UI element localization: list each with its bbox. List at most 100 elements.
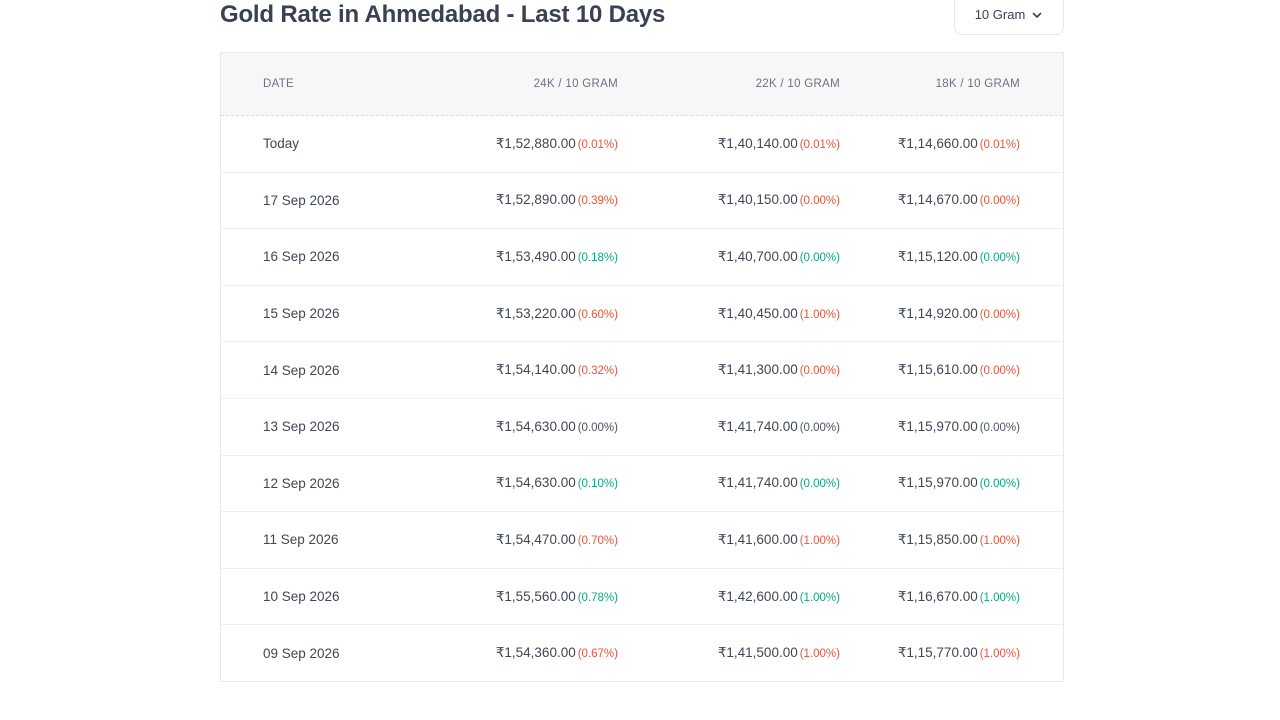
rate-22k-price: ₹1,41,500.00 bbox=[717, 645, 798, 661]
row-date: 14 Sep 2026 bbox=[263, 362, 340, 378]
table-header: DATE 24K / 10 GRAM 22K / 10 GRAM 18K / 1… bbox=[221, 53, 1063, 116]
rate-24k-change: (0.60%) bbox=[577, 308, 618, 321]
rate-22k-change: (1.00%) bbox=[799, 308, 840, 321]
rate-22k-price: ₹1,41,300.00 bbox=[717, 362, 798, 378]
rate-22k-price: ₹1,41,740.00 bbox=[717, 418, 798, 434]
rate-24k-change: (0.70%) bbox=[577, 534, 618, 547]
rate-18k-price: ₹1,15,850.00 bbox=[897, 531, 978, 547]
rate-18k-change: (0.00%) bbox=[979, 478, 1020, 491]
rate-24k-change: (0.39%) bbox=[577, 195, 618, 208]
row-date: 12 Sep 2026 bbox=[263, 475, 340, 491]
rate-24k-price: ₹1,55,560.00 bbox=[495, 588, 576, 604]
rate-18k-price: ₹1,14,660.00 bbox=[897, 135, 978, 151]
rate-24k-price: ₹1,52,890.00 bbox=[495, 192, 576, 208]
section-header: Gold Rate in Ahmedabad - Last 10 Days 10… bbox=[220, 0, 1064, 52]
rate-22k-price: ₹1,41,600.00 bbox=[717, 531, 798, 547]
row-date: 09 Sep 2026 bbox=[263, 645, 340, 661]
rate-22k-cell: ₹1,40,450.00 (1.00%) bbox=[618, 306, 840, 322]
rate-24k-change: (0.10%) bbox=[577, 478, 618, 491]
rate-18k-price: ₹1,15,970.00 bbox=[897, 418, 978, 434]
rate-18k-cell: ₹1,14,920.00 (0.00%) bbox=[840, 306, 1020, 322]
rate-18k-cell: ₹1,15,610.00 (0.00%) bbox=[840, 362, 1020, 378]
rate-22k-price: ₹1,42,600.00 bbox=[717, 588, 798, 604]
table-body: Today ₹1,52,880.00 (0.01%) ₹1,40,140.00 (0.0… bbox=[221, 116, 1063, 681]
rate-22k-change: (0.00%) bbox=[799, 478, 840, 491]
rate-22k-cell: ₹1,41,740.00 (0.00%) bbox=[618, 475, 840, 491]
rate-24k-price: ₹1,53,220.00 bbox=[495, 305, 576, 321]
rate-18k-change: (0.01%) bbox=[979, 138, 1020, 151]
rate-22k-cell: ₹1,40,700.00 (0.00%) bbox=[618, 249, 840, 265]
rate-24k-price: ₹1,54,470.00 bbox=[495, 531, 576, 547]
row-date: 11 Sep 2026 bbox=[263, 532, 339, 548]
rate-24k-price: ₹1,54,360.00 bbox=[495, 645, 576, 661]
rate-22k-change: (0.00%) bbox=[799, 365, 840, 378]
rate-22k-change: (0.00%) bbox=[799, 195, 840, 208]
row-date: 10 Sep 2026 bbox=[263, 589, 340, 605]
page-title: Gold Rate in Ahmedabad - Last 10 Days bbox=[220, 1, 666, 28]
rate-24k-price: ₹1,54,140.00 bbox=[495, 362, 576, 378]
header-date: DATE bbox=[263, 78, 295, 90]
rate-18k-change: (0.00%) bbox=[979, 365, 1020, 378]
row-date: 16 Sep 2026 bbox=[263, 249, 340, 265]
table-row: 10 Sep 2026 ₹1,55,560.00 (0.78%) ₹1,42,600.… bbox=[221, 569, 1063, 626]
rate-18k-cell: ₹1,15,970.00 (0.00%) bbox=[840, 419, 1020, 435]
rate-22k-cell: ₹1,41,740.00 (0.00%) bbox=[618, 419, 840, 435]
rate-24k-cell: ₹1,55,560.00 (0.78%) bbox=[481, 589, 618, 605]
row-date: 17 Sep 2026 bbox=[263, 192, 340, 208]
row-date: Today bbox=[263, 136, 300, 152]
rate-18k-price: ₹1,16,670.00 bbox=[897, 588, 978, 604]
header-22k: 22K / 10 GRAM bbox=[755, 78, 840, 90]
rate-18k-change: (1.00%) bbox=[979, 591, 1020, 604]
rate-24k-change: (0.00%) bbox=[577, 421, 618, 434]
rate-18k-price: ₹1,14,670.00 bbox=[897, 192, 978, 208]
rate-22k-price: ₹1,41,740.00 bbox=[717, 475, 798, 491]
rate-22k-cell: ₹1,41,600.00 (1.00%) bbox=[618, 532, 840, 548]
rate-24k-price: ₹1,54,630.00 bbox=[495, 418, 576, 434]
rate-18k-cell: ₹1,15,850.00 (1.00%) bbox=[840, 532, 1020, 548]
rate-22k-change: (1.00%) bbox=[799, 648, 840, 661]
unit-dropdown-value: 10 Gram bbox=[974, 7, 1026, 22]
rate-22k-price: ₹1,40,700.00 bbox=[717, 248, 798, 264]
rate-22k-change: (1.00%) bbox=[799, 534, 840, 547]
rate-22k-change: (0.00%) bbox=[799, 421, 840, 434]
table-row: 12 Sep 2026 ₹1,54,630.00 (0.10%) ₹1,41,740.… bbox=[221, 456, 1063, 513]
rate-18k-price: ₹1,15,970.00 bbox=[897, 475, 978, 491]
table-row: 09 Sep 2026 ₹1,54,360.00 (0.67%) ₹1,41,500.… bbox=[221, 625, 1063, 681]
rate-24k-change: (0.67%) bbox=[577, 648, 618, 661]
rate-18k-price: ₹1,14,920.00 bbox=[897, 305, 978, 321]
table-row: 11 Sep 2026 ₹1,54,470.00 (0.70%) ₹1,41,600.… bbox=[221, 512, 1063, 569]
rate-22k-cell: ₹1,40,150.00 (0.00%) bbox=[618, 192, 840, 208]
rate-18k-price: ₹1,15,120.00 bbox=[897, 248, 978, 264]
header-24k: 24K / 10 GRAM bbox=[533, 78, 618, 90]
rate-22k-change: (0.01%) bbox=[799, 138, 840, 151]
header-18k: 18K / 10 GRAM bbox=[935, 78, 1020, 90]
rate-24k-change: (0.18%) bbox=[577, 251, 618, 264]
rate-24k-price: ₹1,53,490.00 bbox=[495, 248, 576, 264]
gold-rate-table: DATE 24K / 10 GRAM 22K / 10 GRAM 18K / 1… bbox=[220, 52, 1064, 682]
rate-18k-cell: ₹1,15,120.00 (0.00%) bbox=[840, 249, 1020, 265]
rate-18k-change: (0.00%) bbox=[979, 421, 1020, 434]
rate-22k-cell: ₹1,40,140.00 (0.01%) bbox=[618, 136, 840, 152]
table-row: 13 Sep 2026 ₹1,54,630.00 (0.00%) ₹1,41,740.… bbox=[221, 399, 1063, 456]
table-row: 17 Sep 2026 ₹1,52,890.00 (0.39%) ₹1,40,150.… bbox=[221, 173, 1063, 230]
rate-18k-price: ₹1,15,770.00 bbox=[897, 645, 978, 661]
rate-24k-cell: ₹1,54,140.00 (0.32%) bbox=[481, 362, 618, 378]
rate-18k-cell: ₹1,14,660.00 (0.01%) bbox=[840, 136, 1020, 152]
rate-22k-price: ₹1,40,450.00 bbox=[717, 305, 798, 321]
chevron-down-icon bbox=[1032, 12, 1042, 18]
rate-22k-change: (0.00%) bbox=[799, 251, 840, 264]
rate-22k-change: (1.00%) bbox=[799, 591, 840, 604]
table-row: 14 Sep 2026 ₹1,54,140.00 (0.32%) ₹1,41,300.… bbox=[221, 342, 1063, 399]
unit-dropdown[interactable]: 10 Gram bbox=[954, 0, 1064, 35]
gold-rate-section: Gold Rate in Ahmedabad - Last 10 Days 10… bbox=[220, 0, 1064, 682]
rate-18k-cell: ₹1,16,670.00 (1.00%) bbox=[840, 589, 1020, 605]
row-date: 13 Sep 2026 bbox=[263, 419, 340, 435]
rate-22k-cell: ₹1,42,600.00 (1.00%) bbox=[618, 589, 840, 605]
rate-18k-price: ₹1,15,610.00 bbox=[897, 362, 978, 378]
rate-24k-change: (0.32%) bbox=[577, 365, 618, 378]
rate-24k-change: (0.01%) bbox=[577, 138, 618, 151]
rate-18k-cell: ₹1,14,670.00 (0.00%) bbox=[840, 192, 1020, 208]
rate-24k-cell: ₹1,54,470.00 (0.70%) bbox=[481, 532, 618, 548]
rate-24k-cell: ₹1,52,890.00 (0.39%) bbox=[481, 192, 618, 208]
rate-24k-price: ₹1,52,880.00 bbox=[495, 135, 576, 151]
